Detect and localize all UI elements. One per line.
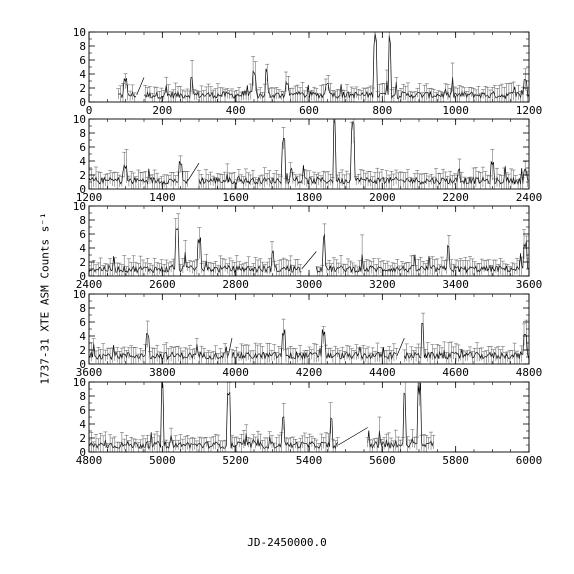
y-tick-label: 0: [79, 446, 86, 459]
y-tick-label: 0: [79, 96, 86, 109]
y-tick-label: 6: [79, 141, 86, 154]
y-tick-label: 4: [79, 418, 86, 431]
x-tick-label: 2000: [369, 191, 396, 204]
x-tick-label: 4600: [442, 366, 469, 379]
y-tick-label: 6: [79, 54, 86, 67]
light-curve-line: [89, 119, 529, 186]
x-axis-label: JD-2450000.0: [247, 536, 327, 549]
x-tick-label: 400: [226, 104, 246, 117]
x-tick-label: 3200: [369, 278, 396, 291]
x-tick-label: 4000: [222, 366, 249, 379]
light-curve-panel-2: [89, 119, 529, 189]
y-tick-label: 10: [73, 26, 86, 39]
y-tick-label: 2: [79, 82, 86, 95]
x-tick-label: 1200: [516, 104, 543, 117]
y-tick-label: 10: [73, 376, 86, 389]
x-tick-label: 2200: [442, 191, 469, 204]
y-tick-label: 4: [79, 68, 86, 81]
y-tick-label: 10: [73, 200, 86, 213]
x-tick-label: 4800: [516, 366, 543, 379]
x-tick-label: 3600: [76, 366, 103, 379]
y-axis-label: 1737-31 XTE ASM Counts s⁻¹: [38, 212, 52, 385]
y-tick-label: 2: [79, 256, 86, 269]
light-curve-panel-5: [89, 382, 436, 452]
x-tick-label: 3400: [442, 278, 469, 291]
x-tick-label: 3600: [516, 278, 543, 291]
x-tick-label: 5200: [222, 454, 249, 467]
x-tick-label: 2400: [76, 278, 103, 291]
light-curve-panel-3: [89, 213, 529, 276]
light-curve-panel-1: [116, 32, 529, 102]
light-curve-line: [89, 227, 529, 274]
x-tick-label: 5800: [442, 454, 469, 467]
panel-frame: [88, 381, 530, 453]
error-bars: [89, 312, 529, 364]
x-tick-label: 0: [86, 104, 93, 117]
x-tick-label: 200: [152, 104, 172, 117]
light-curve-line: [118, 33, 529, 100]
x-tick-label: 800: [372, 104, 392, 117]
x-tick-label: 5000: [149, 454, 176, 467]
x-tick-label: 1400: [149, 191, 176, 204]
y-tick-label: 0: [79, 183, 86, 196]
x-tick-label: 5400: [296, 454, 323, 467]
y-tick-label: 4: [79, 330, 86, 343]
x-tick-label: 4400: [369, 366, 396, 379]
y-tick-label: 8: [79, 40, 86, 53]
x-tick-label: 4200: [296, 366, 323, 379]
y-tick-label: 6: [79, 228, 86, 241]
light-curve-line: [89, 322, 529, 361]
x-tick-label: 6000: [516, 454, 543, 467]
x-tick-label: 4800: [76, 454, 103, 467]
y-tick-label: 0: [79, 358, 86, 371]
y-tick-label: 8: [79, 127, 86, 140]
x-tick-label: 3000: [296, 278, 323, 291]
y-tick-label: 2: [79, 432, 86, 445]
x-tick-label: 1600: [222, 191, 249, 204]
y-tick-label: 6: [79, 404, 86, 417]
x-tick-label: 5600: [369, 454, 396, 467]
x-tick-label: 1800: [296, 191, 323, 204]
y-tick-label: 0: [79, 270, 86, 283]
y-tick-label: 4: [79, 242, 86, 255]
x-tick-label: 2800: [222, 278, 249, 291]
y-tick-label: 6: [79, 316, 86, 329]
error-bars: [89, 382, 436, 452]
error-bars: [116, 32, 529, 102]
y-tick-label: 10: [73, 113, 86, 126]
y-tick-label: 2: [79, 344, 86, 357]
x-tick-label: 3800: [149, 366, 176, 379]
y-tick-label: 10: [73, 288, 86, 301]
x-tick-label: 1000: [442, 104, 469, 117]
x-tick-label: 2400: [516, 191, 543, 204]
y-tick-label: 2: [79, 169, 86, 182]
y-tick-label: 4: [79, 155, 86, 168]
x-tick-label: 1200: [76, 191, 103, 204]
y-tick-label: 8: [79, 390, 86, 403]
light-curve-line: [89, 382, 434, 450]
y-tick-label: 8: [79, 302, 86, 315]
x-tick-label: 600: [299, 104, 319, 117]
error-bars: [89, 213, 529, 276]
error-bars: [89, 119, 529, 189]
y-tick-label: 8: [79, 214, 86, 227]
light-curve-panel-4: [89, 312, 529, 364]
x-tick-label: 2600: [149, 278, 176, 291]
